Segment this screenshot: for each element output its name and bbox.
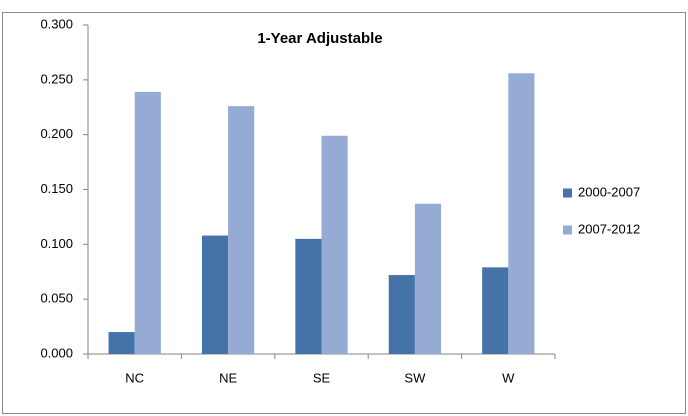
legend-swatch <box>563 188 572 198</box>
x-tick-label: SW <box>404 370 426 385</box>
y-tick-label: 0.100 <box>40 236 73 251</box>
bar <box>321 135 348 354</box>
bar <box>201 235 229 354</box>
bar <box>414 203 442 354</box>
x-tick-label: W <box>502 370 515 385</box>
bar <box>228 106 255 354</box>
x-tick-label: NE <box>219 370 237 385</box>
y-tick-label: 0.150 <box>40 181 73 196</box>
y-tick-label: 0.250 <box>40 71 73 86</box>
x-tick-label: NC <box>125 370 144 385</box>
legend-label: 2007-2012 <box>578 221 640 236</box>
x-tick-label: SE <box>313 370 331 385</box>
bar <box>388 275 415 354</box>
y-tick-label: 0.050 <box>40 291 73 306</box>
bar <box>295 238 322 354</box>
chart-title: 1-Year Adjustable <box>257 30 382 47</box>
bar <box>482 267 509 354</box>
y-tick-label: 0.000 <box>40 345 73 360</box>
y-tick-label: 0.300 <box>40 16 73 31</box>
bar <box>108 332 135 354</box>
legend-label: 2000-2007 <box>578 184 640 199</box>
legend-swatch <box>563 225 572 235</box>
y-tick-label: 0.200 <box>40 126 73 141</box>
bar <box>134 91 161 354</box>
bar <box>508 73 535 355</box>
